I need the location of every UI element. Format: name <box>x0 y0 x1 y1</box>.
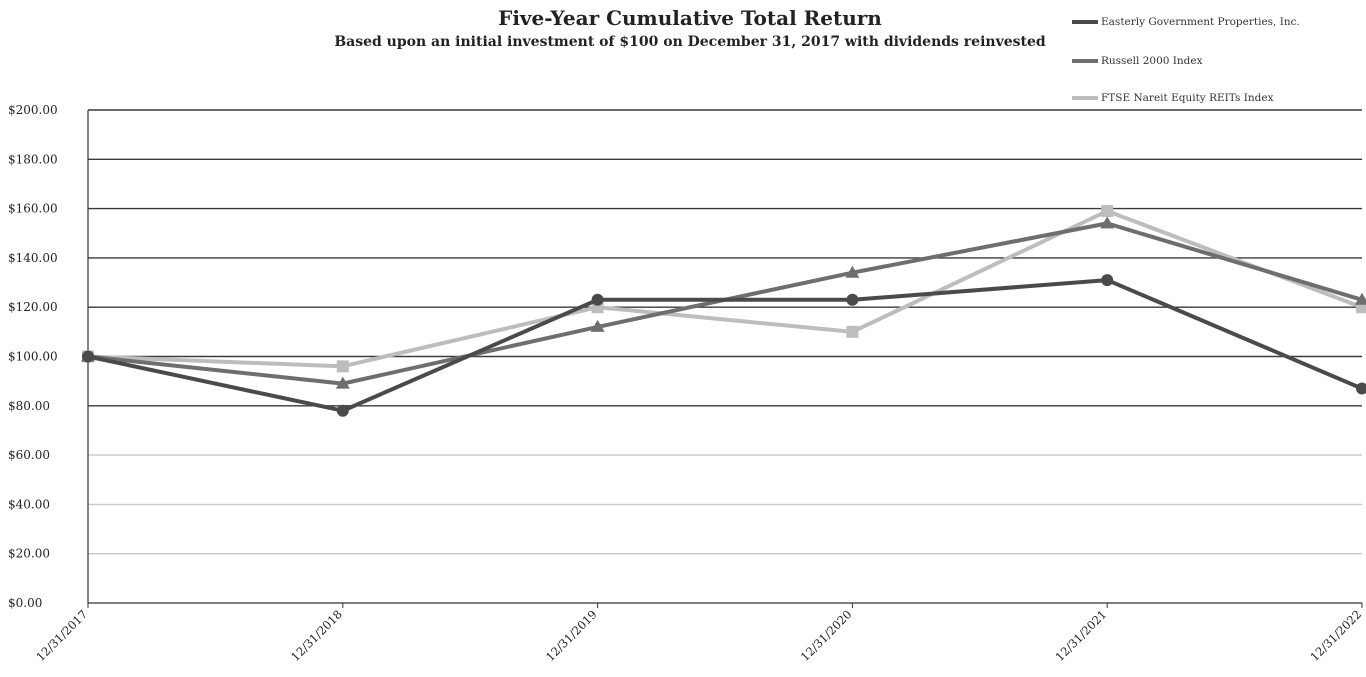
x-tick-label: 12/31/2020 <box>798 607 855 664</box>
chart-subtitle: Based upon an initial investment of $100… <box>334 34 1046 50</box>
data-point <box>82 350 94 363</box>
data-point <box>335 376 350 389</box>
x-tick-label: 12/31/2022 <box>1307 607 1364 664</box>
legend-item-easterly: Easterly Government Properties, Inc. <box>1072 14 1300 30</box>
legend-swatch-russell <box>1072 59 1098 63</box>
y-tick-label: $80.00 <box>8 399 50 413</box>
data-point <box>1356 382 1366 395</box>
legend-label-russell: Russell 2000 Index <box>1101 55 1203 67</box>
legend-item-ftse: FTSE Nareit Equity REITs Index <box>1072 90 1274 106</box>
x-tick-label: 12/31/2018 <box>288 607 345 664</box>
data-point <box>1355 292 1366 305</box>
series-line <box>87 278 1363 413</box>
chart-title: Five-Year Cumulative Total Return <box>498 6 882 30</box>
y-tick-label: $60.00 <box>8 448 50 462</box>
data-point <box>336 360 349 373</box>
y-tick-label: $40.00 <box>8 497 50 511</box>
x-tick-label: 12/31/2017 <box>33 607 90 664</box>
y-tick-label: $140.00 <box>8 251 58 265</box>
data-point <box>1101 274 1114 287</box>
x-tick-label: 12/31/2019 <box>543 607 600 664</box>
legend-label-ftse: FTSE Nareit Equity REITs Index <box>1101 92 1274 104</box>
data-point <box>846 293 859 306</box>
data-point <box>591 293 604 306</box>
y-tick-label: $180.00 <box>8 152 58 166</box>
data-point <box>336 404 349 417</box>
y-tick-label: $160.00 <box>8 202 58 216</box>
data-point <box>1100 216 1115 229</box>
y-tick-label: $120.00 <box>8 300 58 314</box>
legend-label-easterly: Easterly Government Properties, Inc. <box>1101 16 1300 28</box>
series-line <box>87 209 1363 369</box>
data-point <box>845 265 860 278</box>
data-point <box>590 319 605 332</box>
legend-swatch-ftse <box>1072 96 1098 100</box>
y-tick-label: $20.00 <box>8 547 50 561</box>
data-point <box>1101 205 1114 218</box>
y-tick-label: $100.00 <box>8 350 58 364</box>
x-tick-label: 12/31/2021 <box>1053 607 1110 664</box>
series-line <box>87 221 1363 386</box>
data-point <box>846 325 859 338</box>
y-tick-label: $200.00 <box>8 103 58 117</box>
legend-swatch-easterly <box>1072 20 1098 24</box>
data-point <box>1356 301 1366 314</box>
y-tick-label: $0.00 <box>8 596 42 610</box>
legend-item-russell: Russell 2000 Index <box>1072 53 1203 69</box>
